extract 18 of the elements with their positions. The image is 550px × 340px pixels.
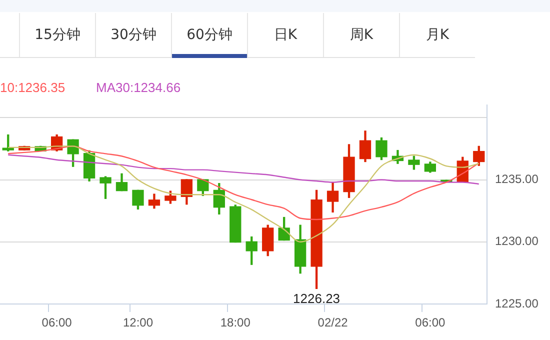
y-tick-label: 1235.00: [495, 172, 539, 186]
text: MA30:1234.66: [96, 80, 181, 95]
text: 周K: [323, 13, 399, 57]
x-tick-label: 06:00: [415, 316, 446, 330]
y-tick-label: 1225.00: [495, 296, 539, 310]
x-tick-label: 12:00: [122, 316, 154, 330]
annotation: 1226.23: [293, 290, 340, 306]
text: 月K: [399, 13, 475, 57]
x-tick-label: 02/22: [318, 316, 348, 330]
text: 30分钟: [95, 13, 171, 57]
text: 15分钟: [19, 13, 95, 57]
text: 10:1236.35: [0, 80, 66, 95]
text: 60分钟: [171, 13, 247, 57]
x-tick-label: 18:00: [220, 316, 251, 330]
x-tick-label: 06:00: [42, 316, 72, 330]
y-tick-label: 1230.00: [495, 234, 539, 248]
text: 日K: [247, 13, 323, 57]
line-series: [8, 154, 480, 185]
